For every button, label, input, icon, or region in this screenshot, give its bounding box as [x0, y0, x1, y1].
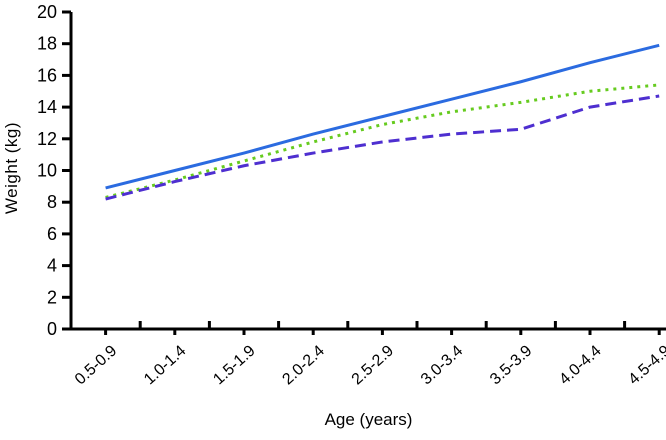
y-tick-label: 14: [37, 97, 57, 117]
x-tick-label: 1.0-1.4: [141, 342, 189, 388]
x-tick-label: 0.5-0.9: [72, 342, 120, 388]
y-tick-label: 4: [47, 256, 57, 276]
y-tick-label: 10: [37, 161, 57, 181]
x-tick-label: 3.5-3.9: [487, 342, 535, 388]
y-tick-label: 6: [47, 224, 57, 244]
x-tick-label: 4.0-4.4: [556, 342, 604, 388]
x-tick-label: 1.5-1.9: [210, 342, 258, 388]
x-tick-label: 4.5-4.9: [625, 342, 666, 388]
solid-blue-line: [105, 43, 660, 190]
y-tick-label: 20: [37, 2, 57, 22]
y-tick-label: 0: [47, 319, 57, 339]
y-tick-label: 8: [47, 192, 57, 212]
y-axis-title: Weight (kg): [2, 121, 21, 215]
x-tick-label: 2.5-2.9: [349, 342, 397, 388]
y-tick-label: 18: [37, 34, 57, 54]
dotted-green-line: [105, 83, 660, 199]
y-tick-label: 2: [47, 287, 57, 307]
x-axis-title: Age (years): [324, 410, 413, 429]
x-tick-label: 3.0-3.4: [418, 342, 466, 388]
dashed-purple-line: [105, 94, 660, 201]
x-tick-label: 2.0-2.4: [279, 342, 327, 388]
y-tick-label: 16: [37, 65, 57, 85]
y-tick-label: 12: [37, 129, 57, 149]
